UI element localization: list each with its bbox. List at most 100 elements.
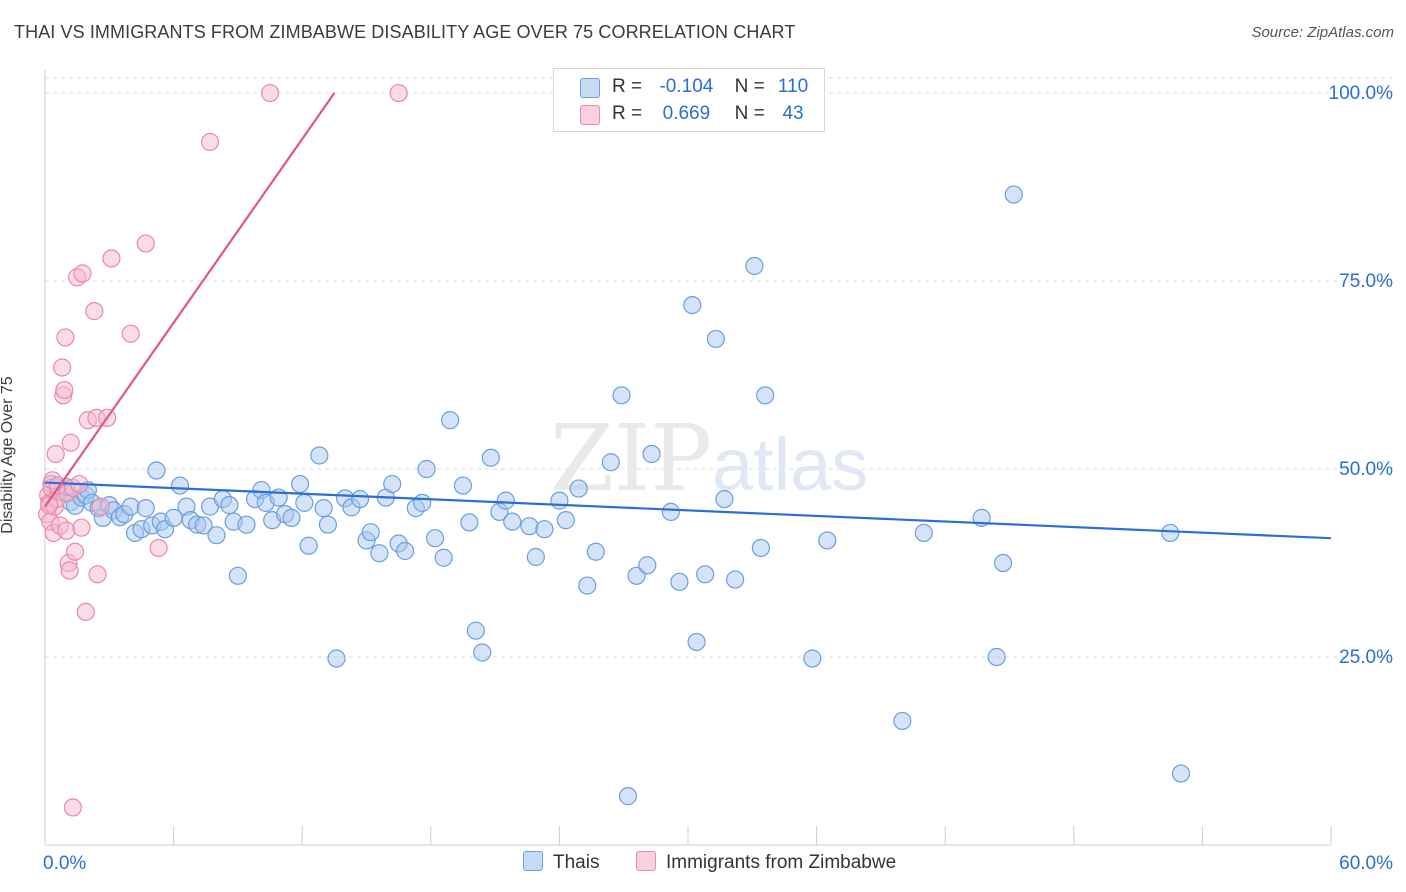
zimbabwe-point	[56, 328, 75, 347]
thais-point	[1171, 764, 1191, 783]
thais-point	[578, 576, 597, 595]
thais-point	[361, 523, 380, 542]
zimbabwe-point	[55, 380, 74, 400]
correlation-legend: R = -0.104 N = 110 R = 0.669 N = 43	[553, 68, 825, 132]
thais-point	[683, 295, 702, 315]
zimbabwe-point	[102, 249, 121, 268]
thais-point	[170, 476, 190, 495]
thais-point	[706, 329, 725, 349]
legend-row-thais: R = -0.104 N = 110	[554, 74, 824, 100]
thais-point	[1161, 523, 1180, 543]
thais-point	[413, 493, 432, 512]
axes	[44, 70, 1332, 846]
thais-point	[642, 444, 661, 464]
zimbabwe-point	[73, 264, 92, 283]
zimbabwe-point	[121, 324, 140, 343]
zimbabwe-point	[61, 433, 80, 452]
legend-n-label: N =	[734, 76, 765, 97]
thais-point	[417, 459, 436, 479]
chart-title: THAI VS IMMIGRANTS FROM ZIMBABWE DISABIL…	[14, 22, 796, 42]
legend-r-label: R =	[612, 103, 643, 124]
thais-trend-line	[44, 481, 1332, 540]
thais-point	[496, 491, 515, 510]
thais-point	[194, 516, 213, 535]
thais-point	[601, 453, 620, 472]
thais-point	[803, 649, 822, 668]
bottom-legend-thais: Thais	[523, 851, 599, 874]
thais-point	[818, 531, 837, 550]
thais-point	[987, 647, 1006, 667]
thais-point	[434, 548, 453, 567]
zimbabwe-points	[38, 83, 408, 817]
zimbabwe-point	[91, 497, 110, 516]
legend-n-value: 43	[782, 103, 804, 124]
thais-point	[550, 491, 569, 510]
trend-lines	[44, 92, 1332, 540]
thais-point	[715, 489, 734, 509]
y-tick-label: 25.0%	[1339, 647, 1393, 668]
thais-point	[425, 529, 445, 548]
thais-point	[556, 511, 575, 530]
zimbabwe-trend-line	[44, 92, 336, 508]
thais-point	[696, 565, 715, 584]
thais-point	[756, 386, 775, 405]
thais-point	[207, 526, 226, 545]
thais-point	[295, 493, 314, 512]
thais-point	[466, 621, 485, 640]
thais-point	[327, 649, 346, 668]
thais-point	[237, 515, 256, 534]
zimbabwe-point	[76, 602, 95, 621]
zimbabwe-point	[46, 444, 65, 464]
x-tick-label-max: 60.0%	[1339, 853, 1393, 874]
legend-n-label: N =	[734, 103, 765, 124]
thais-point	[569, 479, 588, 498]
thais-point	[318, 515, 338, 534]
bottom-legend-swatch-blue	[523, 851, 543, 871]
thais-point	[893, 711, 912, 731]
zimbabwe-point	[63, 798, 82, 817]
zimbabwe-point	[53, 358, 72, 377]
thais-point	[661, 502, 680, 521]
zimbabwe-point	[389, 83, 408, 103]
thais-point	[993, 553, 1013, 573]
zimbabwe-point	[88, 565, 107, 584]
thais-point	[460, 513, 479, 532]
zimbabwe-point	[136, 234, 155, 253]
legend-n-value: 110	[777, 76, 809, 97]
bottom-legend-swatch-pink	[636, 851, 656, 871]
legend-swatch-blue	[580, 78, 600, 98]
zimbabwe-point	[149, 538, 168, 558]
bottom-legend-label: Immigrants from Zimbabwe	[666, 852, 897, 873]
zimbabwe-point	[200, 132, 220, 152]
legend-row-zimbabwe: R = 0.669 N = 43	[554, 101, 824, 127]
thais-point	[526, 547, 545, 567]
thais-point	[520, 517, 539, 536]
legend-r-value: 0.669	[662, 103, 711, 124]
bottom-legend-zimbabwe: Immigrants from Zimbabwe	[636, 851, 896, 874]
thais-point	[638, 556, 657, 575]
bottom-legend-label: Thais	[553, 852, 600, 873]
y-tick-label: 100.0%	[1329, 83, 1394, 104]
tick-labels: 25.0% 50.0% 75.0% 100.0% 0.0% 60.0%	[43, 83, 1393, 874]
thais-point	[586, 542, 605, 561]
legend-r-label: R =	[612, 76, 643, 97]
thais-point	[745, 256, 764, 276]
thais-point	[299, 536, 318, 555]
thais-point	[503, 512, 522, 531]
thais-point	[395, 541, 415, 561]
zimbabwe-point	[65, 542, 85, 561]
zimbabwe-point	[260, 83, 280, 103]
y-tick-label: 50.0%	[1339, 459, 1393, 480]
zimbabwe-point	[57, 521, 76, 540]
thais-point	[220, 496, 239, 515]
thais-point	[310, 446, 329, 465]
thais-point	[481, 448, 500, 467]
thais-point	[612, 386, 631, 405]
thais-point	[228, 566, 247, 585]
thais-point	[751, 538, 770, 558]
thais-point	[618, 787, 638, 806]
legend-swatch-pink	[580, 105, 600, 125]
thais-point	[726, 570, 745, 589]
y-tick-label: 75.0%	[1339, 271, 1393, 292]
